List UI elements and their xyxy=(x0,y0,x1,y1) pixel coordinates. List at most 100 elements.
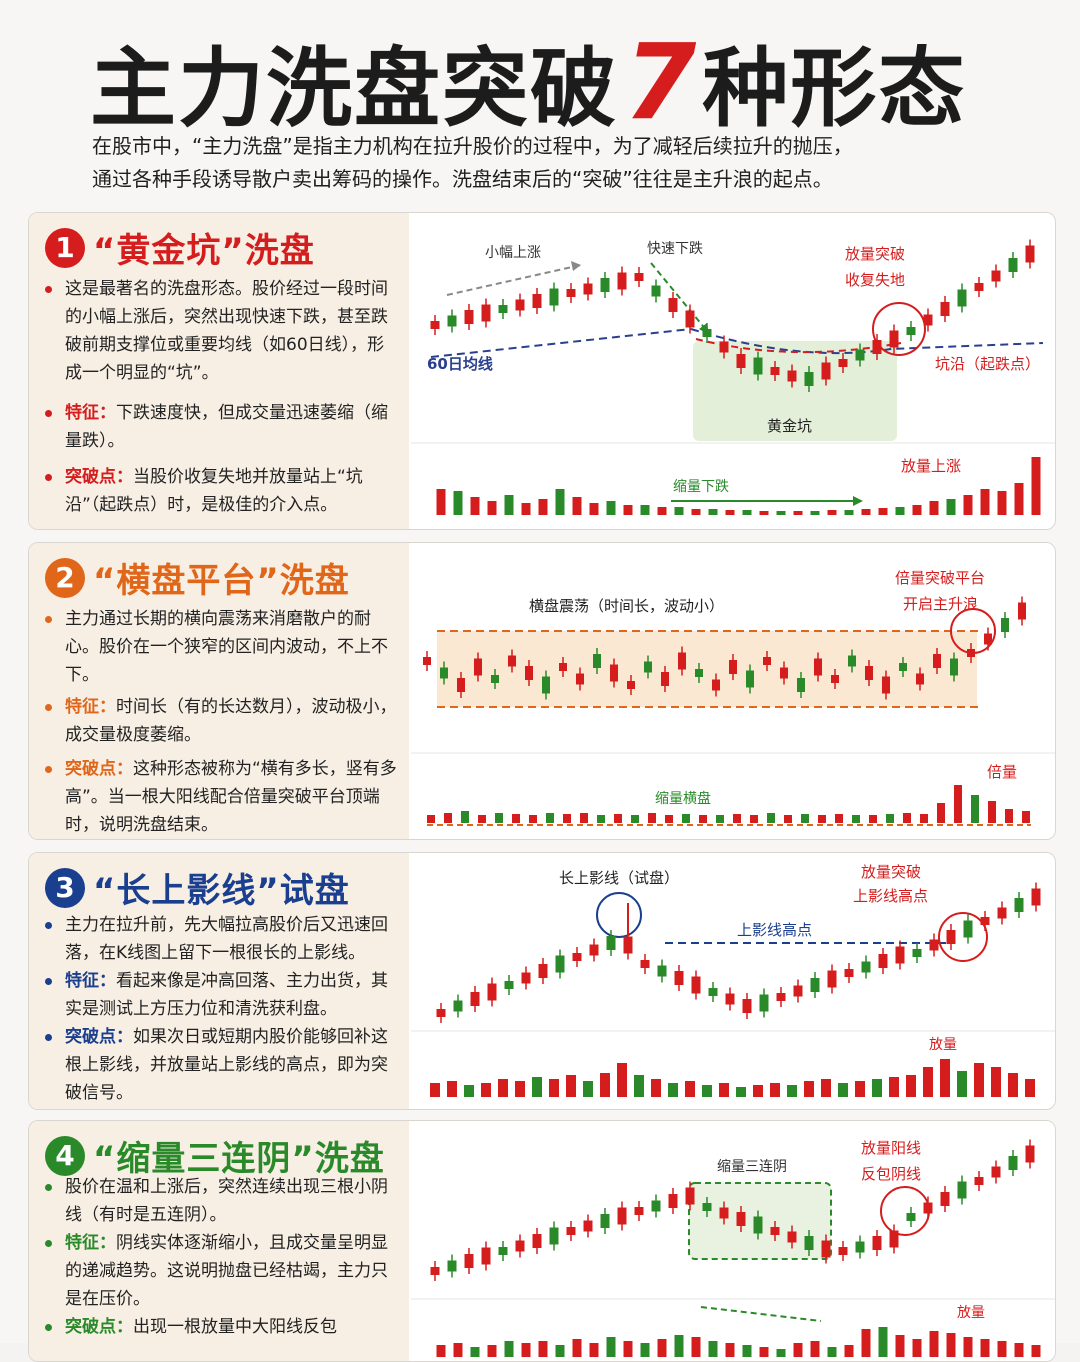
candle-body xyxy=(576,673,584,685)
candle-body xyxy=(838,1247,848,1255)
candle-body xyxy=(487,983,497,1001)
candle-body xyxy=(464,1254,474,1268)
volume-bar xyxy=(504,495,514,515)
label-ma60: 60日均线 xyxy=(427,355,493,373)
volume-bar xyxy=(470,1347,480,1357)
volume-bar xyxy=(436,1345,446,1357)
bullet-dot xyxy=(45,1184,52,1191)
volume-bar xyxy=(753,1085,763,1097)
volume-bar xyxy=(631,815,639,823)
candle-body xyxy=(423,657,431,665)
candle-body xyxy=(617,272,627,290)
volume-bar xyxy=(623,1341,633,1357)
candle-body xyxy=(780,667,788,679)
volume-bar xyxy=(844,1345,854,1357)
candle-body xyxy=(923,1202,933,1214)
volume-bar xyxy=(801,814,809,823)
volume-bar xyxy=(572,1339,582,1357)
candle-body xyxy=(702,329,712,337)
candle-body xyxy=(770,367,780,375)
candle-body xyxy=(674,971,684,985)
candle-body xyxy=(759,994,769,1012)
section-4-heading: 4 “缩量三连阴”洗盘 xyxy=(45,1131,385,1179)
volume-bar xyxy=(515,1081,525,1097)
volume-bar xyxy=(623,505,633,515)
candle-body xyxy=(440,667,448,679)
section-2-title: “横盘平台”洗盘 xyxy=(93,561,350,601)
volume-bar xyxy=(912,1339,922,1357)
intro-text: 在股市中，“主力洗盘”是指主力机构在拉升股价的过程中，为了减轻后续拉升的抛压， … xyxy=(92,130,1012,196)
candle-body xyxy=(610,664,618,682)
volume-bar xyxy=(481,1083,491,1097)
candle-body xyxy=(1008,258,1018,272)
candle-body xyxy=(967,649,975,657)
volume-bar xyxy=(685,1081,695,1097)
candle-body xyxy=(821,1240,831,1258)
volume-bar xyxy=(470,497,480,515)
pit-edge-line xyxy=(695,338,902,354)
candle-body xyxy=(906,1213,916,1221)
section-4-bullet-3: 突破点：出现一根放量中大阳线反包 xyxy=(45,1313,397,1341)
candle-body xyxy=(940,302,950,316)
candle-body xyxy=(912,949,922,957)
candles xyxy=(423,596,1026,700)
candle-body xyxy=(600,1214,610,1228)
candle-body xyxy=(725,993,735,1005)
bullet-dot xyxy=(45,1240,52,1247)
section-2-bullet-1: 主力通过长期的横向震荡来消磨散户的耐心。股价在一个狭窄的区间内波动，不上不下。 xyxy=(45,605,397,689)
volume-bar xyxy=(447,1081,457,1097)
shadow-circle xyxy=(596,892,642,938)
section-3-bullet-2: 特征：看起来像是冲高回落、主力出货，其实是测试上方压力位和清洗获利盘。 xyxy=(45,967,397,1023)
candle-body xyxy=(946,930,956,944)
candle-body xyxy=(1001,618,1009,632)
volume-bar xyxy=(787,1085,797,1097)
bullet-keyword: 突破点： xyxy=(65,759,133,779)
volume-bar xyxy=(793,511,803,515)
section-1-title: “黄金坑”洗盘 xyxy=(93,231,315,271)
candle-body xyxy=(719,341,729,353)
bullet-keyword: 突破点： xyxy=(65,1317,133,1337)
title-number: 7 xyxy=(624,21,697,143)
volume-bar xyxy=(838,1083,848,1097)
candle-body xyxy=(481,1247,491,1265)
volume-bar xyxy=(954,785,962,823)
section-2-bullet-2: 特征：时间长（有的长达数月），波动极小，成交量极度萎缩。 xyxy=(45,693,397,749)
volume-bar xyxy=(708,509,718,515)
section-3-number-badge: 3 xyxy=(45,867,85,908)
volume-bar xyxy=(725,1343,735,1357)
intro-line-2: 通过各种手段诱导散户卖出筹码的操作。洗盘结束后的“突破”往往是主升浪的起点。 xyxy=(92,167,833,191)
bullet-dot xyxy=(45,922,52,929)
candle-body xyxy=(963,920,973,938)
volume-bar xyxy=(657,1339,667,1357)
volume-bar xyxy=(821,1079,831,1097)
volume-bar xyxy=(997,491,1007,515)
volume-bar xyxy=(538,499,548,515)
section-4-title: “缩量三连阴”洗盘 xyxy=(93,1139,385,1179)
volume-bar xyxy=(940,1059,950,1097)
volume-bar xyxy=(436,489,446,515)
candle-body xyxy=(719,1207,729,1219)
volume-bar xyxy=(430,1083,440,1097)
volume-bar xyxy=(742,1345,752,1357)
volume-bar xyxy=(725,510,735,515)
volume-bar xyxy=(651,1079,661,1097)
candle-body xyxy=(923,314,933,326)
candle-body xyxy=(895,946,905,964)
volume-bar xyxy=(1022,811,1030,823)
section-3-chart: 长上影线（试盘） 上影线高点 放量突破 上影线高点 放量 xyxy=(411,863,1055,1097)
bullet-keyword: 特征： xyxy=(65,403,116,423)
section-card-4: 4 “缩量三连阴”洗盘 股价在温和上涨后，突然连续出现三根小阴线（有时是五连阴）。… xyxy=(28,1120,1056,1362)
section-2-text-panel: 2 “横盘平台”洗盘 主力通过长期的横向震荡来消磨散户的耐心。股价在一个狭窄的区间… xyxy=(29,543,409,839)
volume-bar xyxy=(589,503,599,515)
candle-body xyxy=(504,981,514,989)
bullet-dot xyxy=(45,978,52,985)
volume-bar xyxy=(957,1071,967,1097)
candle-body xyxy=(661,672,669,686)
section-4-text-panel: 4 “缩量三连阴”洗盘 股价在温和上涨后，突然连续出现三根小阴线（有时是五连阴）。… xyxy=(29,1121,409,1361)
candle-body xyxy=(831,675,839,683)
section-card-2: 2 “横盘平台”洗盘 主力通过长期的横向震荡来消磨散户的耐心。股价在一个狭窄的区间… xyxy=(28,542,1056,840)
volume-bar xyxy=(759,1347,769,1357)
volume-bar xyxy=(878,1327,888,1357)
section-3-heading: 3 “长上影线”试盘 xyxy=(45,863,350,911)
candle-body xyxy=(549,288,559,306)
